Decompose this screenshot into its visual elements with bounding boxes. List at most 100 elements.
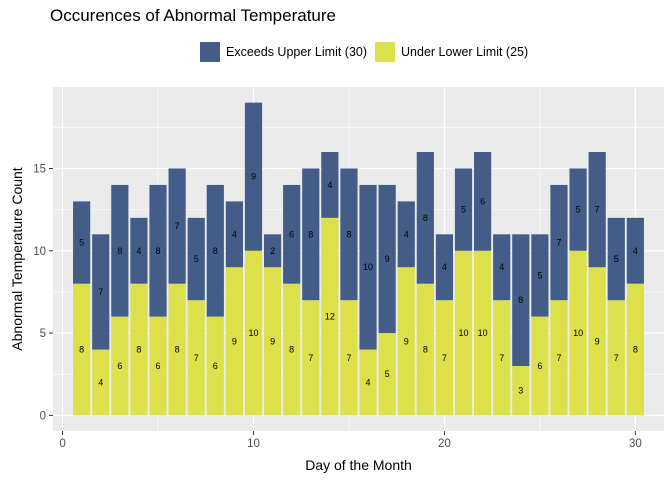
data-label-upper-day-8: 8 [213,246,218,256]
legend-swatch-lower [375,42,396,62]
data-label-lower-day-4: 8 [136,345,141,355]
bar-exceeds-upper-day-22 [474,152,492,251]
data-label-upper-day-23: 4 [499,262,504,272]
bar-under-lower-day-27 [569,250,587,416]
data-label-lower-day-11: 9 [270,336,275,346]
data-label-upper-day-26: 7 [556,238,561,248]
bar-under-lower-day-29 [607,300,625,416]
data-label-lower-day-23: 7 [499,353,504,363]
bar-exceeds-upper-day-23 [493,234,511,301]
bar-under-lower-day-9 [225,267,243,416]
bar-exceeds-upper-day-10 [244,102,263,251]
bar-exceeds-upper-day-8 [206,184,224,317]
x-axis-title: Day of the Month [305,457,412,473]
bar-under-lower-day-2 [92,349,110,416]
bar-exceeds-upper-day-28 [588,152,606,268]
data-label-upper-day-6: 7 [175,221,180,231]
data-label-upper-day-12: 6 [289,229,294,239]
bar-exceeds-upper-day-27 [569,168,587,251]
bar-exceeds-upper-day-20 [435,234,454,301]
y-tick-label: 15 [33,163,46,175]
data-label-upper-day-3: 8 [117,246,122,256]
bar-exceeds-upper-day-9 [225,201,243,268]
data-label-upper-day-10: 9 [251,172,256,182]
data-label-upper-day-21: 5 [461,205,466,215]
bar-exceeds-upper-day-17 [378,184,396,334]
data-label-upper-day-14: 4 [327,180,332,190]
bar-under-lower-day-12 [283,283,301,416]
bar-under-lower-day-23 [493,300,511,416]
data-label-upper-day-7: 5 [194,254,199,264]
bar-exceeds-upper-day-4 [130,217,148,284]
y-axis-title: Abnormal Temperature Count [9,167,25,351]
data-label-upper-day-30: 4 [633,246,638,256]
data-label-upper-day-28: 7 [595,205,600,215]
data-label-upper-day-18: 4 [404,229,409,239]
data-label-lower-day-29: 7 [614,353,619,363]
data-label-upper-day-13: 8 [308,229,313,239]
chart-title: Occurences of Abnormal Temperature [50,6,336,25]
bar-exceeds-upper-day-13 [302,168,320,301]
bar-under-lower-day-1 [73,283,91,416]
bar-under-lower-day-26 [550,300,568,416]
data-label-upper-day-1: 5 [79,238,84,248]
bar-exceeds-upper-day-29 [607,217,625,301]
x-tick-label: 10 [247,438,260,450]
data-label-lower-day-3: 6 [117,361,122,371]
data-label-upper-day-29: 5 [614,254,619,264]
bar-exceeds-upper-day-6 [168,168,186,284]
bar-under-lower-day-7 [187,300,205,416]
bar-exceeds-upper-day-3 [111,184,129,317]
legend: Exceeds Upper Limit (30) Under Lower Lim… [200,40,536,64]
data-label-lower-day-16: 4 [366,377,371,387]
y-tick-label: 5 [40,328,46,340]
data-label-lower-day-25: 6 [537,361,542,371]
bar-under-lower-day-5 [149,316,167,416]
bar-exceeds-upper-day-2 [92,234,110,350]
bar-under-lower-day-19 [416,283,434,416]
legend-item-upper: Exceeds Upper Limit (30) [200,42,367,62]
data-label-upper-day-4: 4 [136,246,141,256]
bar-under-lower-day-10 [244,250,263,416]
y-tick-label: 10 [33,246,46,258]
legend-label-lower: Under Lower Limit (25) [401,45,529,59]
bar-under-lower-day-28 [588,267,606,416]
bar-exceeds-upper-day-1 [73,201,91,284]
bar-exceeds-upper-day-19 [416,152,434,284]
data-label-upper-day-25: 5 [537,270,542,280]
data-label-lower-day-19: 8 [423,345,428,355]
bar-under-lower-day-25 [531,316,549,416]
data-label-lower-day-1: 8 [79,345,84,355]
bar-under-lower-day-20 [435,300,454,416]
data-label-lower-day-27: 10 [573,328,583,338]
data-label-lower-day-7: 7 [194,353,199,363]
data-label-upper-day-19: 8 [423,213,428,223]
bar-exceeds-upper-day-11 [263,234,282,268]
data-label-lower-day-13: 7 [308,353,313,363]
bar-under-lower-day-13 [302,300,320,416]
data-label-lower-day-17: 5 [385,369,390,379]
bar-under-lower-day-6 [168,283,186,416]
data-label-lower-day-20: 7 [442,353,447,363]
data-label-lower-day-26: 7 [556,353,561,363]
bar-exceeds-upper-day-21 [454,168,473,251]
bar-exceeds-upper-day-5 [149,184,167,317]
bar-under-lower-day-21 [454,250,473,416]
data-label-lower-day-21: 10 [459,328,469,338]
legend-swatch-upper [200,42,220,62]
legend-item-lower: Under Lower Limit (25) [375,42,528,62]
data-label-lower-day-22: 10 [478,328,488,338]
data-label-upper-day-17: 9 [385,254,390,264]
bar-exceeds-upper-day-14 [321,152,339,218]
x-tick-label: 30 [629,438,642,450]
data-label-upper-day-27: 5 [576,205,581,215]
bar-under-lower-day-22 [474,250,492,416]
bar-exceeds-upper-day-30 [626,217,644,284]
data-label-upper-day-16: 10 [363,262,373,272]
data-label-lower-day-10: 10 [248,328,258,338]
bar-under-lower-day-15 [340,300,358,416]
legend-label-upper: Exceeds Upper Limit (30) [226,45,368,59]
bar-under-lower-day-17 [378,333,396,416]
bar-exceeds-upper-day-26 [550,184,568,301]
